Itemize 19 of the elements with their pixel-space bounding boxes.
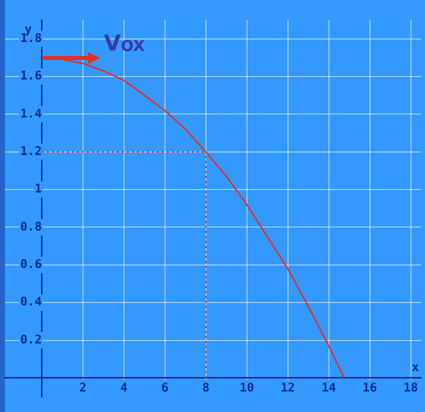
y-tick-label: 1 [34,182,42,196]
x-tick-label: 6 [161,380,168,394]
y-tick-label: 1.2 [20,144,42,158]
x-tick-label: 8 [202,380,210,394]
y-tick-label: 0.6 [20,257,42,272]
x-tick-label: 2 [79,380,86,394]
x-tick-label: 14 [322,380,336,394]
x-tick-label: 16 [362,380,377,394]
y-tick-label: 1.4 [20,106,42,120]
x-tick-label: 10 [240,380,254,394]
y-tick-label: 0.2 [20,332,42,346]
x-tick-label: 4 [120,380,128,394]
x-tick-label: 12 [280,380,296,394]
x-tick-label: 18 [404,380,418,394]
y-tick-label: 0.4 [20,294,42,309]
y-tick-label: 1.6 [20,68,42,83]
y-axis-title: y [24,22,32,36]
x-axis-title: x [412,360,419,374]
y-tick-label: 0.8 [20,219,42,234]
